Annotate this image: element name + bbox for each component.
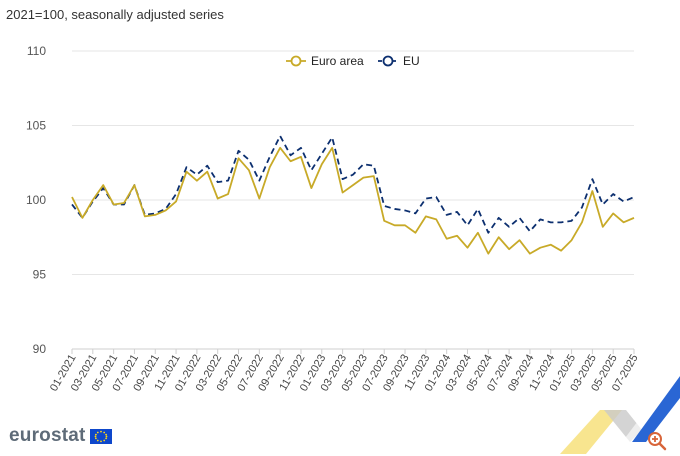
series-line-eu[interactable] [71, 135, 635, 234]
series-line-euro-area[interactable] [71, 146, 635, 255]
chart-subtitle: 2021=100, seasonally adjusted series [6, 7, 224, 22]
legend-label: Euro area [311, 54, 364, 68]
legend-item-euro-area[interactable]: Euro area [286, 54, 364, 68]
series-lines [71, 135, 635, 255]
legend-label: EU [403, 54, 420, 68]
eurostat-logo: eurostat [9, 425, 112, 447]
y-axis-ticks: 90 95 100 105 110 [26, 44, 46, 356]
legend[interactable]: Euro area EU [286, 54, 420, 68]
zoom-icon[interactable] [646, 430, 668, 452]
grid-lines [72, 50, 634, 275]
logo-text: eurostat [9, 425, 86, 446]
legend-marker-icon [382, 55, 394, 67]
y-tick-label: 100 [26, 193, 46, 207]
y-tick-label: 95 [33, 268, 47, 282]
y-tick-label: 110 [27, 44, 46, 58]
legend-item-eu[interactable]: EU [378, 54, 420, 68]
y-tick-label: 90 [33, 342, 47, 356]
eu-flag-icon [89, 428, 112, 444]
x-axis-ticks: 01-202103-202105-202107-202109-202111-20… [48, 349, 641, 393]
legend-marker-icon [290, 55, 302, 67]
y-tick-label: 105 [26, 119, 46, 133]
corner-decoration-icon [560, 376, 680, 454]
